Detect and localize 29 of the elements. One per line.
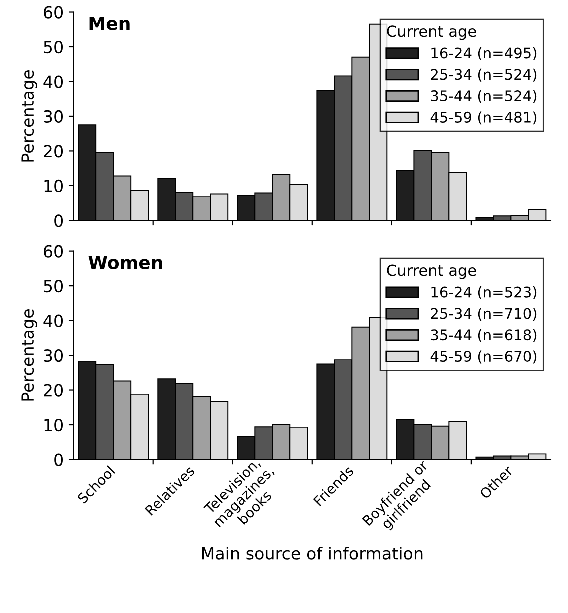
y-tick-label: 10 [44, 418, 64, 432]
y-tick-label: 10 [44, 180, 64, 193]
legend-label: 45-59 (n=670) [430, 350, 537, 364]
y-tick-label: 0 [54, 454, 64, 466]
y-tick-label: 0 [54, 214, 64, 228]
legend-label: 25-34 (n=524) [431, 68, 537, 82]
legend-title: Current age [387, 264, 476, 280]
legend-label: 16-24 (n=523) [432, 286, 537, 300]
y-tick-label: 50 [44, 40, 64, 54]
y-axis-title: Percentage [22, 70, 38, 162]
legend-label: 16-24 (n=495) [432, 47, 537, 60]
y-axis-title: Percentage [22, 310, 38, 401]
y-tick-label: 30 [44, 110, 64, 124]
y-tick-label: 40 [44, 314, 64, 328]
chart-title: Men [90, 16, 130, 30]
legend-label: 35-44 (n=524) [431, 90, 537, 104]
x-axis-title: Main source of information [202, 547, 423, 560]
legend-label: 35-44 (n=618) [431, 329, 537, 342]
y-tick-label: 20 [44, 384, 64, 397]
y-tick-label: 30 [44, 350, 64, 362]
y-tick-label: 60 [44, 245, 64, 258]
y-tick-label: 50 [44, 280, 64, 293]
y-tick-label: 60 [44, 6, 64, 19]
y-tick-label: 40 [44, 76, 64, 88]
y-tick-label: 20 [44, 145, 64, 158]
legend-title: Current age [387, 26, 476, 40]
legend-label: 45-59 (n=481) [430, 112, 537, 125]
legend-label: 25-34 (n=710) [431, 308, 537, 321]
chart-title: Women [88, 256, 162, 270]
